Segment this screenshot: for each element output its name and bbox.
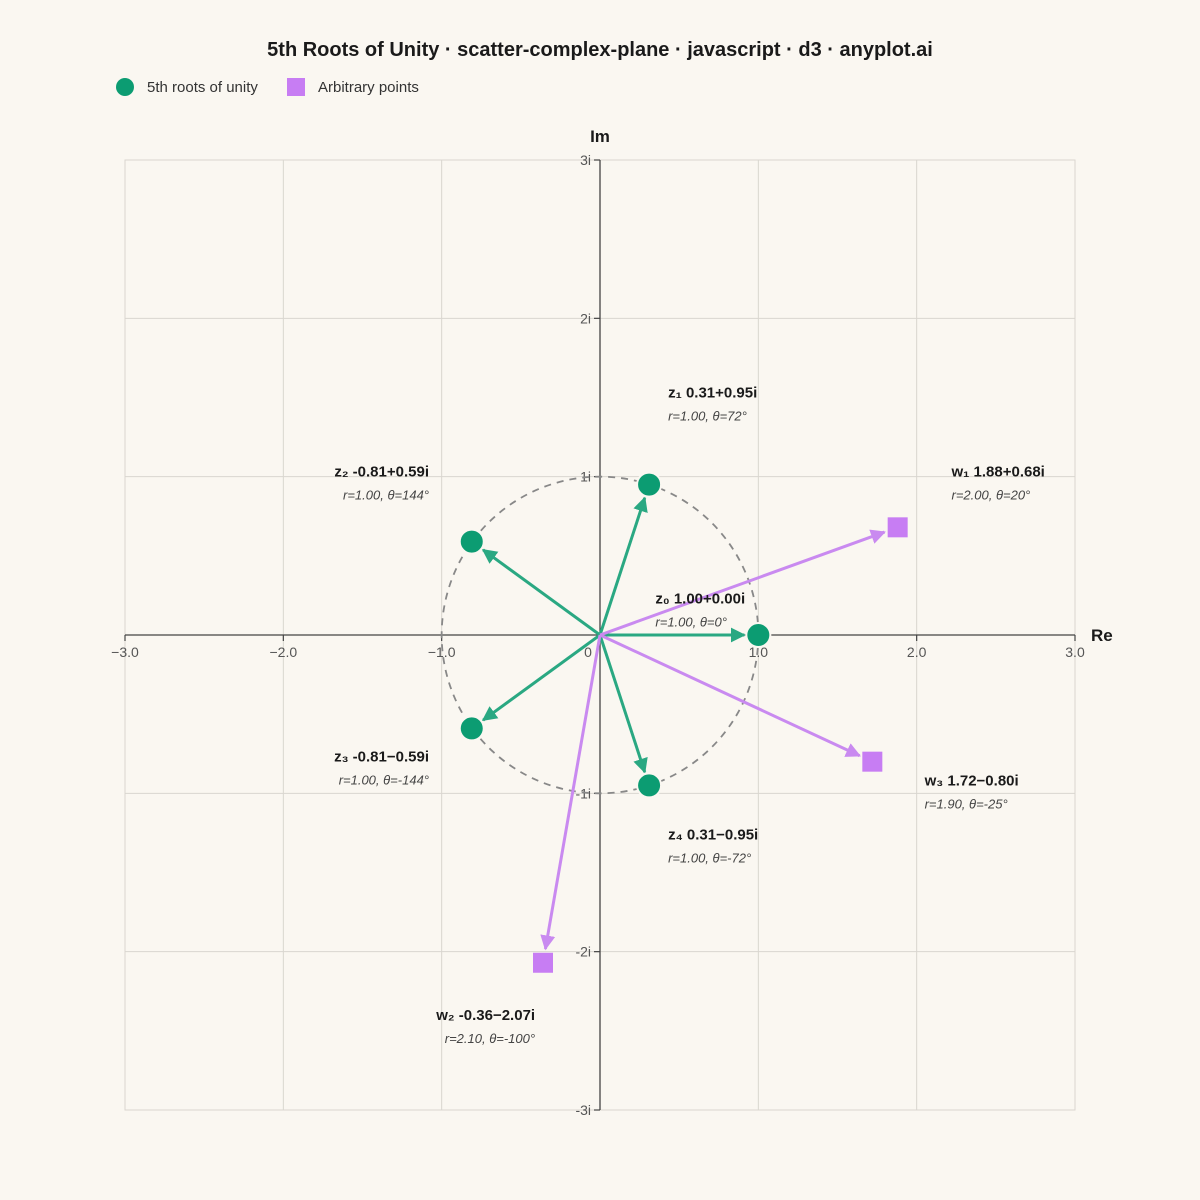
vector-arrow — [540, 634, 602, 951]
point-label: z₂ -0.81+0.59i — [334, 464, 429, 481]
legend-arbitrary-label: Arbitrary points — [318, 79, 419, 96]
point-polar-label: r=2.10, θ=-100° — [445, 1031, 535, 1046]
y-tick-label: 2i — [580, 310, 591, 326]
root-point-marker — [745, 622, 772, 648]
plot-area: −3.0 −2.0 −1.0 0 1.0 2.0 3.03i2i1i-1i-2i-3iReI… — [111, 127, 1113, 1118]
point-polar-label: r=1.00, θ=-72° — [668, 850, 751, 865]
point-polar-label: r=2.00, θ=20° — [952, 488, 1031, 503]
legend-roots-label: 5th roots of unity — [147, 79, 258, 96]
y-tick-label: -2i — [575, 944, 591, 960]
vector-arrow — [481, 633, 601, 722]
legend-roots-marker — [116, 78, 134, 96]
root-point-marker — [458, 715, 485, 742]
x-tick-label: −1.0 — [428, 644, 456, 660]
root-point-marker — [636, 772, 663, 799]
legend-arbitrary-marker — [287, 78, 305, 96]
point-polar-label: r=1.00, θ=0° — [655, 614, 727, 629]
arbitrary-point-marker — [887, 517, 908, 538]
point-label: w₂ -0.36−2.07i — [435, 1007, 535, 1024]
vector-arrow — [598, 496, 648, 636]
x-tick-label: 2.0 — [907, 644, 927, 660]
point-label: z₀ 1.00+0.00i — [655, 590, 745, 607]
point-label: z₄ 0.31−0.95i — [668, 826, 758, 843]
legend-item-roots[interactable]: 5th roots of unity — [116, 78, 258, 96]
vector-arrow — [599, 529, 886, 637]
point-polar-label: r=1.00, θ=72° — [668, 409, 747, 424]
point-label: z₁ 0.31+0.95i — [668, 385, 757, 402]
x-tick-label: −2.0 — [270, 644, 298, 660]
vector-arrow — [599, 633, 861, 758]
x-tick-label: 3.0 — [1065, 644, 1085, 660]
point-label: w₃ 1.72−0.80i — [924, 772, 1019, 789]
y-axis-title: Im — [590, 127, 610, 146]
point-label: w₁ 1.88+0.68i — [951, 464, 1045, 481]
vector-arrow — [481, 548, 601, 637]
y-tick-label: 3i — [580, 152, 591, 168]
point-polar-label: r=1.90, θ=-25° — [925, 796, 1008, 811]
x-tick-label: 0 — [584, 644, 592, 660]
y-tick-label: -3i — [575, 1102, 591, 1118]
x-axis-title: Re — [1091, 626, 1113, 645]
point-polar-label: r=1.00, θ=144° — [343, 488, 429, 503]
root-point-marker — [458, 528, 485, 555]
point-label: z₃ -0.81−0.59i — [334, 749, 429, 766]
legend-item-arbitrary[interactable]: Arbitrary points — [287, 78, 419, 96]
x-tick-label: −3.0 — [111, 644, 139, 660]
root-point-marker — [636, 471, 663, 498]
point-polar-label: r=1.00, θ=-144° — [339, 773, 429, 788]
x-tick-label: 1.0 — [749, 644, 769, 660]
legend: 5th roots of unity Arbitrary points — [116, 78, 419, 96]
arbitrary-point-marker — [533, 952, 553, 973]
chart-title: 5th Roots of Unity · scatter-complex-pla… — [267, 39, 933, 61]
arbitrary-point-marker — [862, 751, 883, 772]
vector-arrow — [598, 634, 648, 774]
